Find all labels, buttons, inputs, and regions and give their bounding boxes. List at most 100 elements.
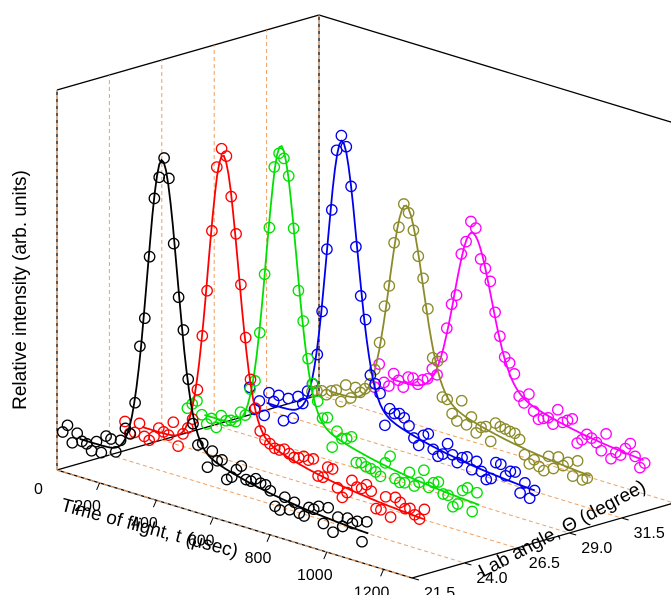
series-31.5 (306, 198, 594, 486)
data-point (523, 492, 536, 505)
data-point (311, 395, 324, 408)
data-point (287, 222, 300, 235)
data-point (416, 374, 429, 386)
data-point (437, 488, 450, 500)
data-point (162, 429, 175, 441)
data-point (417, 272, 429, 285)
x-tick-label: 800 (245, 550, 272, 567)
data-point (422, 303, 434, 315)
data-point (384, 511, 397, 523)
data-point (312, 470, 324, 482)
data-point (192, 439, 204, 451)
data-point (239, 331, 252, 344)
angle-guide-lines (56, 15, 671, 579)
data-point (201, 461, 214, 474)
y-tick-label: 29.0 (581, 540, 612, 557)
data-point (172, 440, 184, 452)
y-tick-mark (621, 517, 629, 521)
data-point (143, 250, 156, 263)
data-point (561, 414, 574, 427)
y-tick-mark (569, 532, 577, 536)
data-point (330, 384, 343, 396)
data-point (490, 456, 502, 469)
data-point (399, 502, 411, 515)
data-point (264, 484, 277, 497)
data-point (258, 409, 271, 422)
data-point (278, 491, 291, 504)
data-point (436, 448, 449, 460)
data-point (422, 428, 435, 440)
data-point (441, 393, 454, 406)
data-point (456, 451, 468, 464)
x-tick-label: 1200 (354, 584, 390, 595)
data-point (316, 305, 328, 318)
data-point (244, 373, 257, 386)
data-point (461, 451, 473, 463)
data-point (253, 326, 266, 339)
data-point (331, 481, 344, 494)
series-34 (368, 215, 651, 474)
data-point (95, 446, 108, 459)
data-point (441, 437, 454, 450)
data-point (369, 378, 382, 390)
data-point (638, 457, 651, 469)
data-point (263, 221, 276, 234)
data-point (494, 330, 506, 343)
series-26.5 (181, 144, 483, 518)
data-point (595, 444, 608, 457)
data-point (484, 435, 497, 448)
data-point (421, 372, 434, 385)
fit-line (79, 158, 369, 535)
data-point (335, 129, 348, 142)
angle-floor-guide (266, 409, 622, 519)
data-point (340, 432, 353, 445)
data-point (249, 402, 262, 415)
y-tick-label: 21.5 (424, 585, 455, 595)
data-point (581, 472, 594, 484)
x-tick-mark (323, 551, 328, 560)
data-point (356, 535, 368, 548)
data-point (629, 450, 641, 463)
data-point (235, 278, 247, 291)
data-point (307, 453, 320, 465)
data-point (254, 425, 267, 437)
data-point (431, 355, 444, 368)
data-point (402, 371, 415, 383)
data-point (547, 462, 560, 475)
data-point (383, 280, 396, 292)
data-point (317, 517, 330, 530)
y-tick-label: 26.5 (529, 555, 560, 572)
data-point (158, 152, 170, 164)
data-point (537, 412, 550, 425)
data-point (455, 394, 468, 407)
data-point (475, 421, 487, 434)
data-point (235, 460, 248, 472)
data-point (345, 180, 357, 193)
data-point (124, 428, 137, 440)
data-point (302, 352, 314, 365)
data-point (277, 414, 290, 427)
data-point (364, 369, 377, 381)
data-point (134, 340, 146, 353)
data-point (206, 225, 218, 237)
data-point (172, 291, 185, 304)
x-tick-mark (152, 500, 157, 508)
data-point (220, 414, 232, 427)
series-21.5 (56, 152, 373, 548)
data-point (351, 515, 364, 528)
x-tick-mark (380, 569, 385, 577)
y-tick-mark (411, 577, 420, 581)
data-point (384, 450, 396, 463)
data-point (339, 379, 352, 391)
data-point (576, 474, 589, 486)
data-point (61, 419, 74, 432)
data-point (167, 237, 180, 250)
data-point (322, 501, 335, 514)
data-point (485, 472, 497, 485)
data-point (287, 412, 300, 424)
data-point (397, 198, 410, 210)
data-point (418, 464, 430, 477)
fit-line (391, 231, 644, 461)
data-point (268, 442, 281, 455)
